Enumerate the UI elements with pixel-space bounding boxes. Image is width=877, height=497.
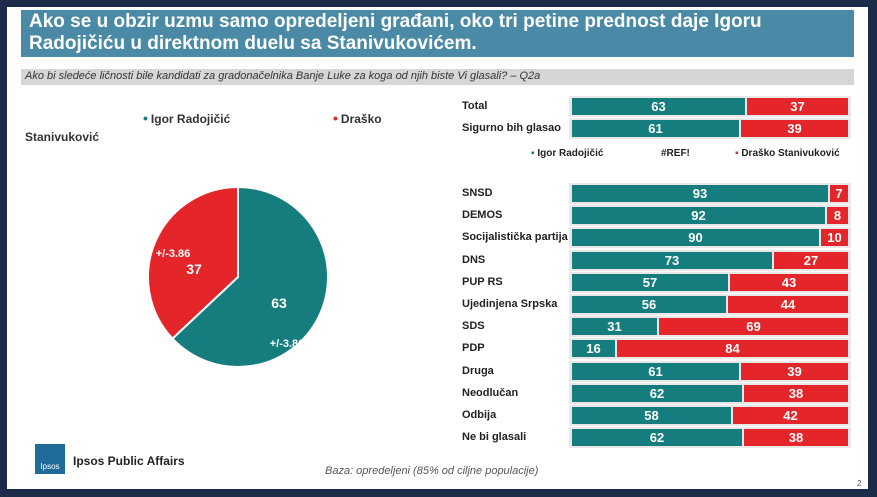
bar-segment-stanivukovic: 44 <box>728 296 848 313</box>
bar-track: 62 38 <box>572 429 848 446</box>
bar-segment-stanivukovic: 8 <box>827 207 848 224</box>
title-bar: Ako se u obzir uzmu samo opredeljeni gra… <box>21 10 854 57</box>
bar-track: 16 84 <box>572 340 848 357</box>
pie-legend-radojicic: • Igor Radojičić <box>143 110 230 126</box>
bar-segment-stanivukovic: 84 <box>617 340 848 357</box>
pie-legend-label-drasko: Draško <box>340 112 382 126</box>
slide-title: Ako se u obzir uzmu samo opredeljeni gra… <box>29 11 762 54</box>
bar-segment-radojicic: 58 <box>572 407 731 424</box>
bar-segment-stanivukovic: 43 <box>730 274 848 291</box>
bar-category-label: DEMOS <box>462 209 503 221</box>
bar-category-label: Total <box>462 100 488 112</box>
bar-legend-radojicic: ▪ Igor Radojičić <box>531 148 603 159</box>
bar-segment-stanivukovic: 39 <box>741 363 848 380</box>
bar-segment-radojicic: 92 <box>572 207 825 224</box>
bar-legend-label-radojicic: Igor Radojičić <box>537 148 604 159</box>
bar-segment-radojicic: 63 <box>572 98 745 115</box>
bar-category-label: Ne bi glasali <box>462 431 527 443</box>
bar-segment-stanivukovic: 69 <box>659 318 848 335</box>
base-footnote: Baza: opredeljeni (85% od ciljne populac… <box>325 465 539 477</box>
bar-category-label: Socijalistička partija <box>462 231 568 243</box>
bar-legend-label-drasko: Draško Stanivuković <box>741 148 840 159</box>
bar-track: 56 44 <box>572 296 848 313</box>
bar-track: 93 7 <box>572 185 848 202</box>
bar-category-label: SDS <box>462 320 485 332</box>
bar-track: 63 37 <box>572 98 848 115</box>
bar-legend-ref: #REF! <box>661 148 690 159</box>
ipsos-logo: Ipsos <box>35 444 65 474</box>
bar-category-label: Odbija <box>462 409 497 421</box>
bar-category-label: Neodlučan <box>462 387 519 399</box>
subtitle-bar: Ako bi sledeće ličnosti bile kandidati z… <box>21 69 854 85</box>
bar-category-label: PUP RS <box>462 276 503 288</box>
bar-track: 90 10 <box>572 229 848 246</box>
bar-track: 62 38 <box>572 385 848 402</box>
bar-track: 61 39 <box>572 363 848 380</box>
pie-legend-stanivukovic: Stanivuković <box>25 130 100 144</box>
bar-segment-stanivukovic: 37 <box>747 98 848 115</box>
slide: Ako se u obzir uzmu samo opredeljeni gra… <box>7 7 868 489</box>
bar-segment-radojicic: 90 <box>572 229 819 246</box>
bar-segment-radojicic: 73 <box>572 252 772 269</box>
page-number: 2 <box>857 479 862 488</box>
bar-segment-radojicic: 56 <box>572 296 726 313</box>
pie-legend-label-radojicic: Igor Radojičić <box>150 112 231 126</box>
pie-margin-label: +/-3.86 <box>156 248 191 260</box>
slide-subtitle: Ako bi sledeće ličnosti bile kandidati z… <box>25 70 541 82</box>
legend-bullet-icon: • <box>143 110 148 126</box>
bar-segment-stanivukovic: 7 <box>830 185 848 202</box>
bar-category-label: Ujedinjena Srpska <box>462 298 558 310</box>
pie-slice <box>170 187 329 367</box>
legend-bullet-icon: • <box>333 110 338 126</box>
bar-segment-stanivukovic: 38 <box>744 385 848 402</box>
bar-segment-stanivukovic: 27 <box>774 252 848 269</box>
logo-mark: Ipsos <box>40 462 60 471</box>
bar-category-label: Druga <box>462 365 494 377</box>
pie-slice <box>147 187 239 341</box>
bar-segment-stanivukovic: 42 <box>733 407 848 424</box>
pie-value-label: 37 <box>186 261 202 277</box>
bar-segment-radojicic: 61 <box>572 120 739 137</box>
legend-bullet-icon: ▪ <box>735 148 739 159</box>
bar-segment-radojicic: 62 <box>572 429 742 446</box>
bar-track: 61 39 <box>572 120 848 137</box>
bar-segment-radojicic: 57 <box>572 274 728 291</box>
bar-legend-drasko: ▪ Draško Stanivuković <box>735 148 840 159</box>
pie-legend-drasko: • Draško <box>333 110 382 126</box>
bar-category-label: PDP <box>462 342 485 354</box>
bar-segment-radojicic: 16 <box>572 340 615 357</box>
bar-track: 57 43 <box>572 274 848 291</box>
bar-track: 58 42 <box>572 407 848 424</box>
bar-segment-radojicic: 93 <box>572 185 828 202</box>
bar-track: 92 8 <box>572 207 848 224</box>
pie-value-label: 63 <box>271 295 287 311</box>
pie-margin-label: +/-3.86 <box>270 338 305 350</box>
bar-track: 73 27 <box>572 252 848 269</box>
bar-segment-stanivukovic: 10 <box>821 229 848 246</box>
legend-bullet-icon: ▪ <box>531 148 535 159</box>
bar-track: 31 69 <box>572 318 848 335</box>
bar-category-label: Sigurno bih glasao <box>462 122 562 134</box>
bar-segment-stanivukovic: 38 <box>744 429 848 446</box>
bar-category-label: DNS <box>462 254 486 266</box>
bar-category-label: SNSD <box>462 187 493 199</box>
bar-segment-radojicic: 61 <box>572 363 739 380</box>
bar-legend-label-ref: #REF! <box>661 148 690 159</box>
company-name: Ipsos Public Affairs <box>73 454 185 468</box>
bar-segment-stanivukovic: 39 <box>741 120 848 137</box>
bar-segment-radojicic: 62 <box>572 385 742 402</box>
bar-segment-radojicic: 31 <box>572 318 657 335</box>
